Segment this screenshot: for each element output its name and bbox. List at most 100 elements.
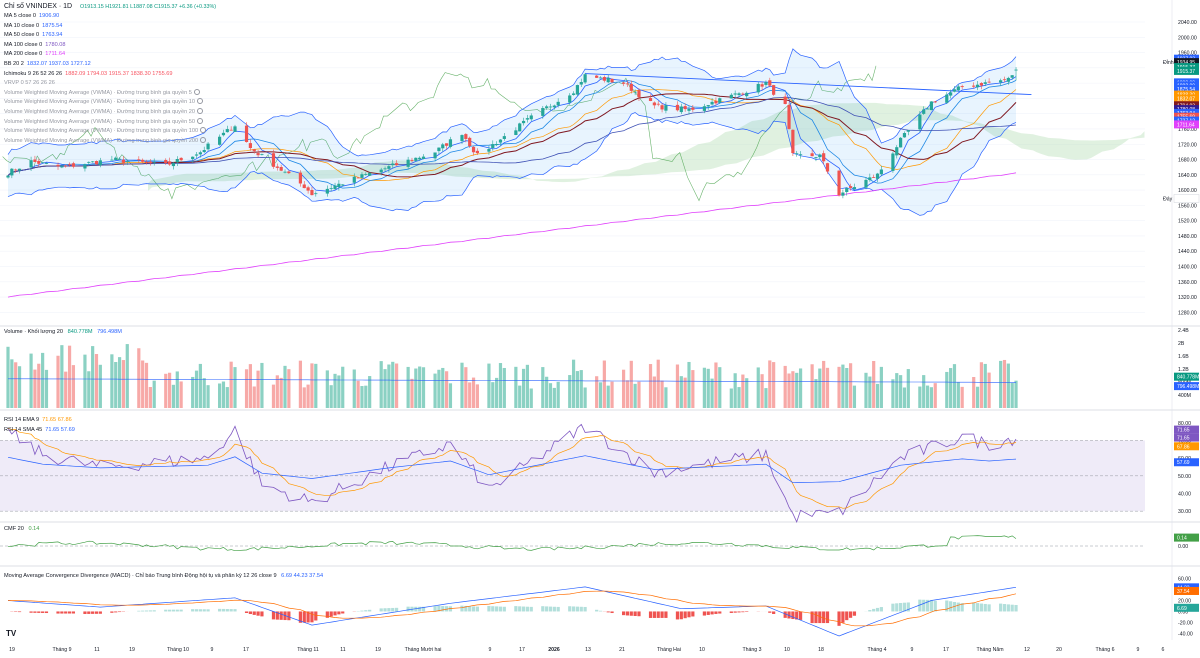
legend-row-vwma5[interactable]: Volume Weighted Moving Average (VWMA) · … (4, 127, 207, 137)
macd-histogram-bar (633, 611, 637, 617)
candle-body (571, 93, 576, 95)
candle-body (633, 91, 637, 93)
legend-row-vrvp[interactable]: VRVP 0 57 26 26 26 (4, 79, 206, 89)
legend-row-ma200[interactable]: MA 200 close 0 1711.64 (4, 50, 206, 60)
macd-histogram-bar (179, 609, 183, 612)
macd-histogram-bar (814, 611, 818, 624)
legend-row-ma5[interactable]: MA 5 close 0 1906.90 (4, 12, 206, 22)
macd-histogram-bar (275, 611, 279, 620)
time-tick-label: Tháng 9 (52, 647, 71, 653)
tradingview-logo[interactable]: TV (6, 629, 17, 638)
candle-body (706, 105, 710, 107)
legend-row-vwma6[interactable]: Volume Weighted Moving Average (VWMA) · … (4, 136, 207, 147)
macd-histogram-bar (845, 611, 849, 621)
legend-row-bb[interactable]: BB 20 2 1832.07 1937.03 1727.12 (4, 60, 206, 70)
legend-label: Ichimoku 9 26 52 26 26 (4, 70, 63, 77)
volume-bar (525, 364, 530, 408)
legend-row-vwma1[interactable]: Volume Weighted Moving Average (VWMA) · … (4, 88, 206, 99)
legend-row-vwma3[interactable]: Volume Weighted Moving Average (VWMA) · … (4, 107, 206, 118)
volume-bar (202, 378, 206, 408)
visibility-icon[interactable] (196, 107, 203, 114)
candle-body (341, 184, 345, 186)
macd-histogram-bar (341, 611, 345, 614)
candle-body (198, 152, 202, 155)
candle-body (110, 159, 114, 161)
macd-histogram-bar (552, 606, 556, 612)
candle-body (383, 168, 387, 170)
legend-row-vwma2[interactable]: Volume Weighted Moving Average (VWMA) · … (4, 98, 206, 108)
rsi-ema-line (7, 427, 1017, 509)
volume-bar (925, 385, 930, 408)
candle-body (206, 143, 210, 150)
legend-row-vwma4[interactable]: Volume Weighted Moving Average (VWMA) · … (4, 117, 206, 128)
macd-histogram-bar (152, 610, 156, 612)
candle-body (117, 158, 122, 160)
volume-bar (545, 376, 549, 408)
volume-bar (110, 354, 114, 408)
candle-body (233, 126, 237, 132)
volume-bar (91, 346, 95, 408)
visibility-icon[interactable] (193, 88, 200, 95)
volume-bar (583, 387, 587, 408)
rsi-tick-label: 30.00 (1178, 509, 1191, 515)
legend-row-ma10[interactable]: MA 10 close 0 1875.54 (4, 22, 206, 32)
macd-tick-label: 60.00 (1178, 577, 1191, 583)
candle-body (194, 154, 199, 156)
volume-bar (360, 386, 364, 408)
candle-body (837, 170, 841, 196)
visibility-icon[interactable] (196, 117, 203, 124)
volume-bar (6, 346, 10, 408)
volume-bar (952, 364, 957, 408)
macd-histogram-bar (471, 606, 476, 612)
candle-body (275, 166, 279, 168)
volume-badge (1174, 382, 1199, 391)
candle-body (972, 85, 976, 87)
legend-row-ichimoku[interactable]: Ichimoku 9 26 52 26 26 1882.09 1794.03 19… (4, 70, 206, 80)
volume-bar (571, 359, 576, 408)
candle-body (441, 144, 445, 149)
macd-histogram-bar (548, 606, 553, 612)
macd-histogram-bar (167, 609, 172, 612)
volume-bar (218, 383, 222, 408)
volume-bar (879, 366, 883, 408)
volume-bar (418, 366, 422, 408)
macd-histogram-bar (164, 609, 168, 612)
volume-bar (902, 387, 907, 408)
candle-body (825, 163, 830, 172)
candle-body (437, 147, 441, 152)
legend-label: BB 20 2 (4, 60, 24, 67)
macd-histogram-bar (972, 602, 976, 612)
volume-bar (229, 361, 233, 408)
visibility-icon[interactable] (200, 127, 207, 134)
legend-row-ma50[interactable]: MA 50 close 0 1763.94 (4, 31, 206, 41)
volume-bar (875, 383, 880, 408)
candle-body (298, 172, 303, 184)
volume-bar (841, 364, 845, 408)
rsi-badge (1174, 442, 1199, 451)
volume-bar (556, 381, 560, 408)
cmf-badge-label: 0.14 (1177, 536, 1187, 542)
volume-bar (17, 366, 22, 408)
candle-body (891, 153, 895, 171)
macd-histogram-bar (325, 611, 329, 618)
candle-body (895, 147, 899, 156)
macd-histogram-bar (87, 611, 91, 614)
volume-bar (848, 363, 853, 408)
candle-body (325, 188, 329, 194)
candle-body (60, 166, 64, 168)
macd-histogram-bar (387, 608, 391, 612)
macd-histogram-bar (637, 611, 641, 617)
candle-body (710, 101, 714, 105)
time-tick-label: 19 (9, 647, 15, 653)
candle-body (121, 159, 126, 163)
volume-bar (279, 377, 283, 408)
legend-value: 1763.94 (42, 32, 63, 39)
legend-row-ma100[interactable]: MA 100 close 0 1780.08 (4, 41, 206, 51)
visibility-icon[interactable] (196, 98, 203, 105)
candle-body (902, 133, 907, 138)
visibility-icon[interactable] (200, 136, 207, 143)
price-tick-label: 1440.00 (1178, 249, 1197, 255)
candle-body (329, 187, 333, 189)
macd-histogram-bar (60, 611, 64, 614)
